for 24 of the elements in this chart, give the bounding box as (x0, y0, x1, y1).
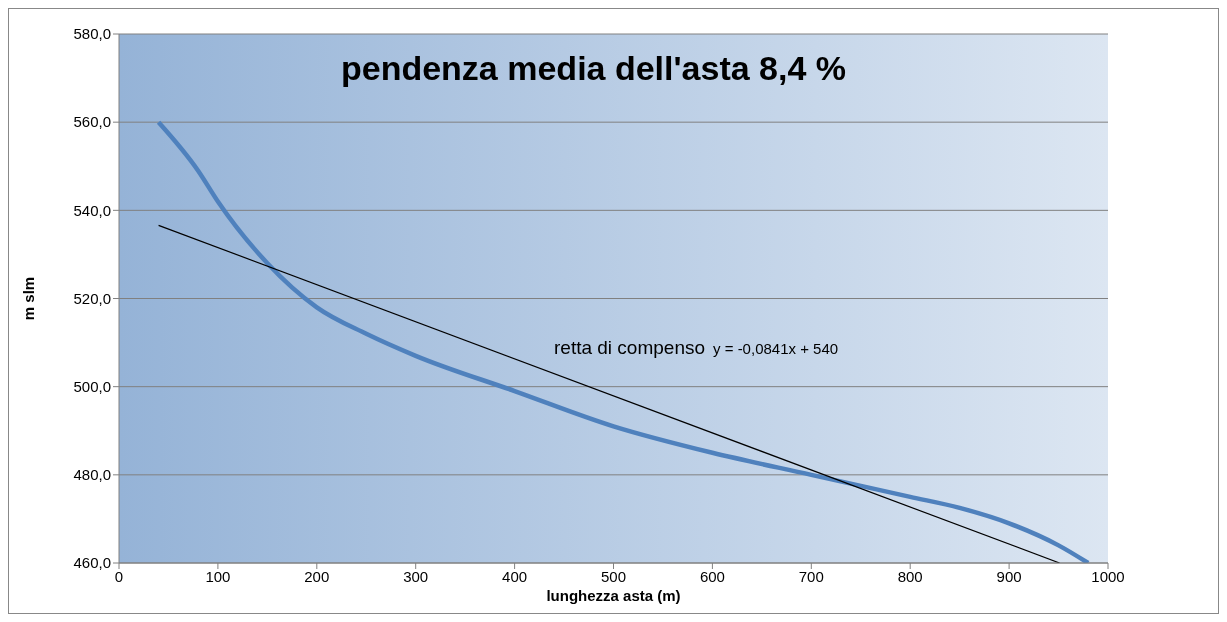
x-tick-label: 200 (304, 567, 330, 585)
x-axis-title: lunghezza asta (m) (546, 587, 681, 604)
annotation: retta di compenso (554, 337, 706, 359)
y-tick-label: 520,0 (73, 289, 111, 307)
x-tick-label: 800 (897, 567, 923, 585)
y-axis-title: m slm (20, 276, 38, 321)
y-tick-label: 560,0 (73, 113, 111, 131)
x-tick-label: 0 (114, 567, 124, 585)
y-tick-label: 500,0 (73, 377, 111, 395)
y-tick-label: 540,0 (73, 201, 111, 219)
x-tick-label: 600 (699, 567, 725, 585)
x-tick-label: 100 (205, 567, 231, 585)
x-tick-label: 500 (600, 567, 627, 585)
x-tick-label: 900 (996, 567, 1022, 585)
y-tick-label: 460,0 (73, 554, 111, 572)
annotation: y = -0,0841x + 540 (713, 340, 839, 357)
x-tick-label: 700 (798, 567, 824, 585)
y-tick-label: 580,0 (73, 25, 111, 43)
x-tick-label: 400 (502, 567, 528, 585)
y-tick-label: 480,0 (73, 466, 111, 484)
x-tick-label: 1000 (1091, 567, 1125, 585)
chart-title: pendenza media dell'asta 8,4 % (339, 49, 848, 88)
line-series (156, 119, 1091, 563)
x-tick-label: 300 (403, 567, 429, 585)
